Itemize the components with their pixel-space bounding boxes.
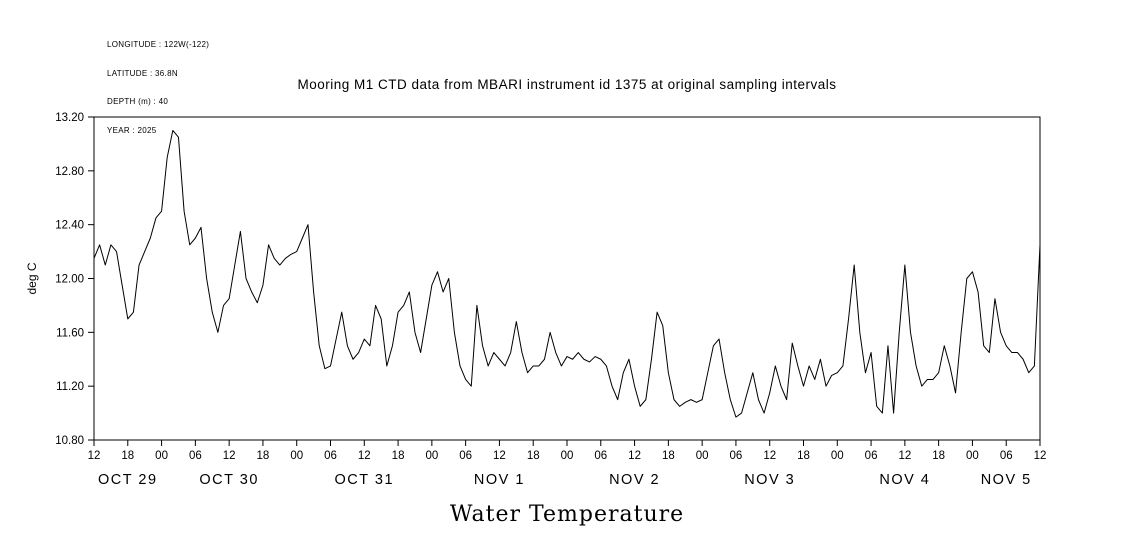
x-date-label: OCT 30 [199,472,259,488]
y-tick-label: 13.20 [55,112,84,124]
y-tick-label: 11.20 [56,381,84,393]
x-date-label: NOV 5 [981,472,1032,488]
y-axis-title: deg C [25,262,39,294]
x-tick-label: 00 [425,450,438,462]
plot-frame [93,116,1041,441]
meta-year: YEAR : 2025 [107,125,157,135]
y-tick-label: 12.40 [55,220,84,232]
x-tick-label: 06 [324,450,337,462]
y-tick-label: 12.00 [55,274,84,286]
x-tick-label: 00 [831,450,844,462]
x-tick-label: 18 [392,450,405,462]
x-tick-label: 00 [696,450,709,462]
x-date-label: NOV 3 [744,472,795,488]
x-tick-label: 00 [290,450,303,462]
x-date-label: NOV 4 [879,472,930,488]
x-tick-label: 06 [1000,450,1013,462]
x-tick-label: 18 [662,450,675,462]
x-tick-label: 12 [628,450,641,462]
x-tick-label: 06 [865,450,878,462]
x-tick-label: 18 [257,450,270,462]
x-tick-label: 12 [358,450,371,462]
meta-depth: DEPTH (m) : 40 [107,97,169,106]
x-date-label: OCT 31 [335,472,395,488]
x-tick-label: 12 [493,450,506,462]
x-tick-label: 06 [730,450,743,462]
plot-metadata: LONGITUDE : 122W(-122) LATITUDE : 36.8N … [107,21,209,154]
x-date-label: NOV 1 [474,472,525,488]
chart-caption: Water Temperature [449,502,685,527]
meta-latitude: LATITUDE : 36.8N [107,68,178,78]
x-tick-label: 12 [223,450,236,462]
x-tick-label: 12 [898,450,911,462]
temperature-line [93,129,1041,418]
x-tick-label: 12 [763,450,776,462]
chart-title: Mooring M1 CTD data from MBARI instrumen… [297,77,837,92]
y-tick-label: 11.60 [56,327,84,339]
x-tick-label: 18 [797,450,810,462]
x-tick-label: 06 [459,450,472,462]
x-tick-label: 00 [966,450,979,462]
x-tick-label: 18 [527,450,540,462]
meta-longitude: LONGITUDE : 122W(-122) [107,40,210,49]
x-tick-label: 12 [1034,450,1047,462]
x-tick-label: 12 [88,450,101,462]
x-tick-label: 18 [932,450,945,462]
x-tick-label: 00 [155,450,168,462]
y-tick-label: 10.80 [55,435,84,447]
x-tick-label: 06 [594,450,607,462]
x-date-label: NOV 2 [609,472,660,488]
x-date-label: OCT 29 [98,472,158,488]
y-tick-label: 12.80 [55,166,84,178]
x-tick-label: 06 [189,450,202,462]
x-tick-label: 18 [121,450,134,462]
x-tick-label: 00 [561,450,574,462]
